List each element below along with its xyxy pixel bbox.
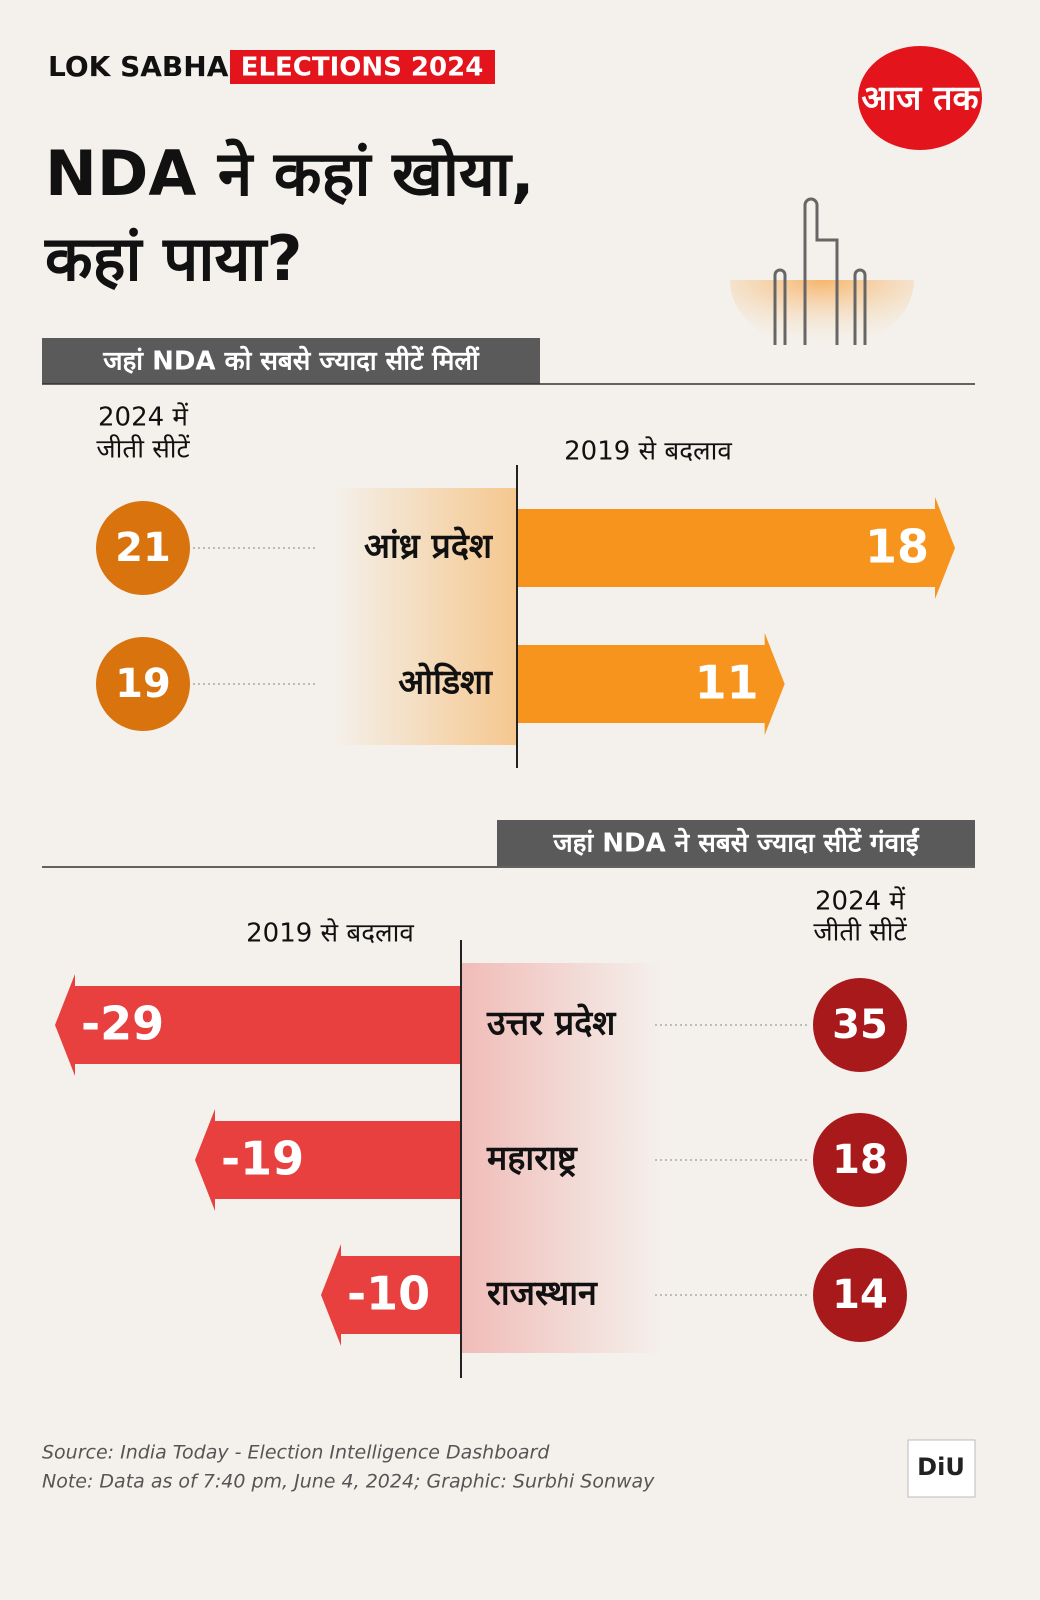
value-label: -10 xyxy=(347,1267,430,1321)
section-title: जहां NDA को सबसे ज्यादा सीटें मिलीं xyxy=(102,346,480,377)
logo-shape xyxy=(858,46,982,150)
state-label: राजस्थान xyxy=(486,1274,598,1314)
seat-circle xyxy=(813,978,907,1072)
state-label: महाराष्ट्र xyxy=(486,1139,578,1179)
section-title-box xyxy=(42,338,540,384)
bar xyxy=(517,497,955,599)
seats-label: 2024 में xyxy=(815,886,905,917)
section-title: जहां NDA ने सबसे ज्यादा सीटें गंवाईं xyxy=(552,828,920,859)
badge: DiU xyxy=(917,1453,965,1481)
seat-label: 18 xyxy=(832,1137,888,1183)
seat-circle xyxy=(96,501,190,595)
section-title-box xyxy=(497,820,975,866)
seats-label: 2024 में xyxy=(98,402,188,433)
bar xyxy=(55,974,461,1076)
seats-label: जीती सीटें xyxy=(96,434,190,465)
bar xyxy=(321,1244,461,1346)
state-label: उत्तर प्रदेश xyxy=(486,1003,617,1044)
value-label: -29 xyxy=(81,997,164,1051)
value-label: -19 xyxy=(221,1132,304,1186)
gradient-panel xyxy=(330,488,517,745)
change-label: 2019 से बदलाव xyxy=(246,918,414,949)
source: Source: India Today - Election Intellige… xyxy=(42,1442,550,1464)
seat-circle xyxy=(813,1248,907,1342)
seat-label: 14 xyxy=(832,1272,888,1318)
seat-label: 19 xyxy=(115,661,171,707)
seat-circle xyxy=(96,637,190,731)
seats-label: जीती सीटें xyxy=(813,917,907,948)
badge-box xyxy=(907,1439,976,1498)
hands xyxy=(773,197,867,345)
logo: आज तक xyxy=(861,79,980,119)
brand-box xyxy=(230,50,495,84)
value-label: 11 xyxy=(695,656,759,710)
change-label: 2019 से बदलाव xyxy=(564,436,732,467)
brand-right: ELECTIONS 2024 xyxy=(241,53,484,83)
brand-left: LOK SABHA xyxy=(48,50,229,83)
gradient-panel xyxy=(461,963,665,1353)
seat-label: 21 xyxy=(115,525,171,571)
state-label: ओडिशा xyxy=(398,662,493,703)
note: Note: Data as of 7:40 pm, June 4, 2024; … xyxy=(42,1471,655,1493)
bar xyxy=(195,1109,461,1211)
bar xyxy=(517,633,785,735)
state-label: आंध्र प्रदेश xyxy=(364,526,494,567)
title-line: कहां पाया? xyxy=(44,222,302,295)
seat-label: 35 xyxy=(832,1002,888,1048)
seat-circle xyxy=(813,1113,907,1207)
title-line: NDA ने कहां खोया, xyxy=(45,137,534,210)
value-label: 18 xyxy=(865,520,929,574)
